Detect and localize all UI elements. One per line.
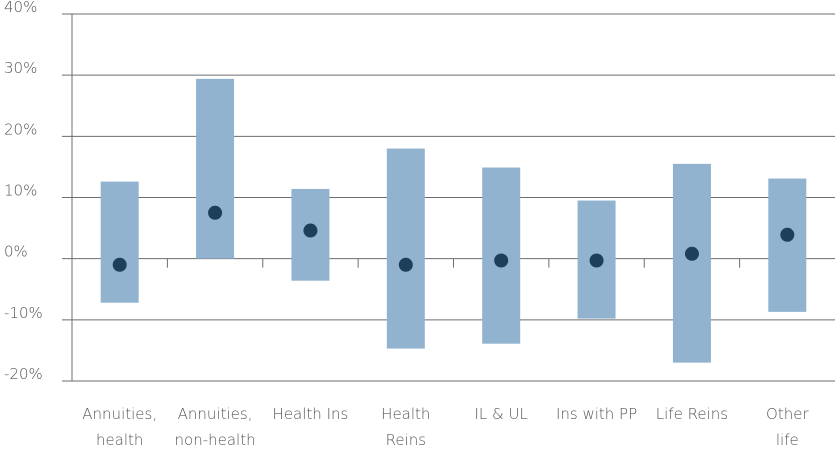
y-tick-label: 40% [4, 0, 37, 16]
point [780, 227, 795, 242]
y-tick-label: 10% [4, 182, 37, 200]
x-tick-label: Life Reins [656, 405, 728, 423]
point [398, 257, 413, 272]
x-tick-label: Ins with PP [556, 405, 637, 423]
point [112, 257, 127, 272]
point [494, 253, 509, 268]
y-tick-label: -10% [4, 304, 43, 322]
x-tick-label: health [96, 431, 143, 449]
point [684, 246, 699, 261]
point [303, 223, 318, 238]
x-tick-label: Reins [386, 431, 426, 449]
range-bar [196, 78, 235, 259]
x-tick-label: non-health [175, 431, 256, 449]
x-tick-label: Annuities, [178, 405, 253, 423]
x-tick-label: Health [381, 405, 430, 423]
y-tick-label: 20% [4, 120, 37, 138]
x-tick-label: IL & UL [475, 405, 528, 423]
x-tick-label: Other [766, 405, 809, 423]
range-bar [672, 163, 711, 363]
x-tick-label: Health Ins [273, 405, 349, 423]
range-bar [386, 148, 425, 349]
point [589, 253, 604, 268]
y-tick-label: 30% [4, 59, 37, 77]
x-tick-label: Annuities, [82, 405, 157, 423]
x-tick-label: life [776, 431, 799, 449]
range-bar [768, 178, 807, 312]
point [208, 205, 223, 220]
y-tick-label: -20% [4, 365, 43, 383]
y-tick-label: 0% [4, 243, 28, 261]
range-bar [100, 181, 139, 303]
